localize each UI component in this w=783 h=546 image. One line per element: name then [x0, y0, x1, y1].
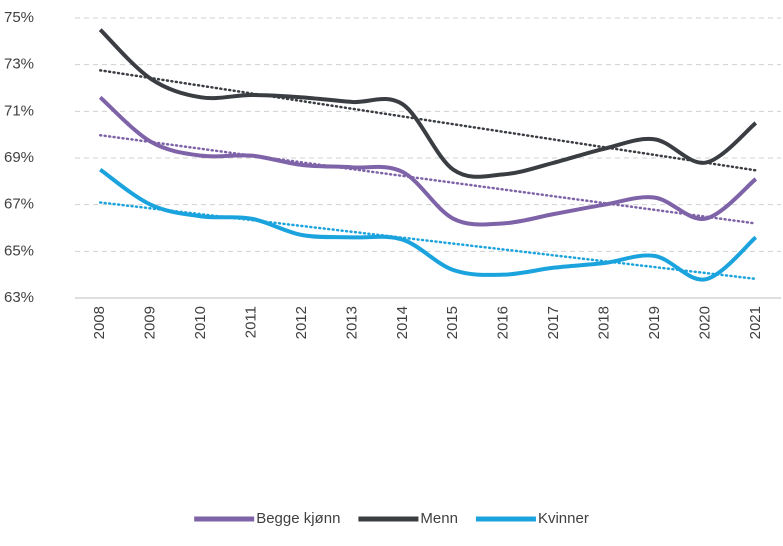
x-tick-label: 2016 [495, 306, 512, 339]
x-tick-label: 2015 [444, 306, 461, 339]
y-tick-label: 73% [4, 56, 34, 73]
x-tick-label: 2010 [192, 306, 209, 339]
x-tick-label: 2012 [293, 306, 310, 339]
x-tick-label: 2013 [343, 306, 360, 339]
series-line [98, 95, 758, 227]
x-tick-label: 2018 [595, 306, 612, 339]
series-line [99, 168, 758, 282]
y-tick-label: 75% [4, 9, 34, 26]
x-tick-label: 2009 [142, 306, 159, 339]
y-tick-label: 71% [4, 102, 34, 119]
y-tick-label: 63% [4, 289, 34, 306]
y-tick-label: 67% [4, 196, 34, 213]
x-tick-label: 2011 [242, 306, 259, 338]
trendline [98, 69, 758, 172]
y-tick-label: 65% [4, 242, 34, 259]
series-line [98, 28, 758, 179]
legend-label: Kvinner [538, 510, 589, 527]
y-tick-label: 69% [4, 149, 34, 166]
trendline [98, 133, 758, 225]
x-tick-label: 2021 [747, 306, 764, 339]
x-tick-label: 2014 [394, 306, 411, 339]
x-tick-label: 2017 [545, 306, 562, 339]
legend-label: Menn [420, 510, 458, 527]
legend-label: Begge kjønn [256, 510, 340, 527]
x-tick-label: 2008 [91, 306, 108, 339]
trendline [98, 201, 758, 281]
x-tick-label: 2019 [646, 306, 663, 339]
x-tick-label: 2020 [696, 306, 713, 339]
